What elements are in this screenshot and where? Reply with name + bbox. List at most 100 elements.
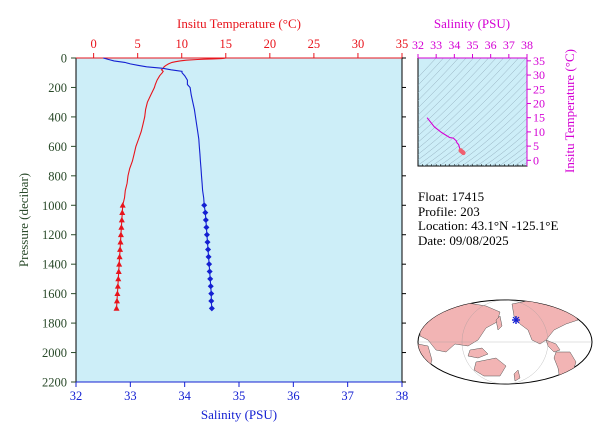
salinity-marker — [207, 283, 214, 290]
salinity-marker — [204, 239, 211, 246]
ts-temperature-tick-label: 15 — [533, 111, 545, 125]
ts-temperature-tick-label: 5 — [533, 139, 539, 153]
density-contour — [418, 58, 512, 149]
pressure-tick-label: 800 — [48, 169, 67, 183]
salinity-marker — [208, 298, 215, 304]
pressure-axis-title: Pressure (decibar) — [16, 173, 31, 267]
density-contour — [418, 58, 482, 123]
float-info-block: Float: 17415 Profile: 203 Location: 43.1… — [418, 189, 559, 248]
density-contour — [498, 144, 527, 166]
pressure-tick-label: 2200 — [42, 376, 67, 390]
temperature-tick-label: 5 — [135, 37, 141, 51]
density-contour — [583, 28, 595, 170]
ts-temperature-tick-label: 25 — [533, 82, 545, 96]
japan — [495, 315, 503, 331]
density-contour — [418, 58, 497, 136]
temperature-marker — [113, 305, 120, 311]
australia — [473, 357, 507, 377]
ts-salinity-tick-label: 37 — [503, 38, 515, 52]
profile-row: Profile: 203 — [418, 203, 558, 220]
salinity-marker — [205, 253, 212, 260]
pressure-tick-label: 1000 — [42, 199, 67, 213]
temperature-tick-label: 10 — [175, 37, 188, 51]
float-location-marker — [512, 316, 520, 324]
ts-temperature-tick-label: 30 — [533, 68, 545, 82]
temperature-marker — [114, 283, 121, 289]
pressure-tick-label: 1400 — [42, 258, 67, 272]
temperature-axis: 0 5 10 15 20 25 30 35 — [76, 37, 408, 59]
density-contour — [418, 64, 527, 166]
salinity-tick-label: 35 — [233, 389, 246, 403]
pressure-tick-label: 400 — [48, 110, 67, 124]
location-value: 43.1°N -125.1°E — [471, 218, 559, 233]
map-graticule — [418, 300, 592, 384]
ts-plot-area — [417, 57, 528, 167]
temperature-marker — [118, 224, 125, 230]
ts-marker — [461, 150, 466, 156]
ts-salinity-tick-label: 34 — [448, 38, 460, 52]
salinity-marker — [202, 217, 209, 223]
date-value: 09/08/2025 — [449, 232, 509, 248]
density-contour — [438, 88, 527, 166]
salinity-axis-title: Salinity (PSU) — [201, 407, 277, 422]
density-contour — [513, 156, 527, 166]
density-contour — [476, 125, 527, 166]
salinity-marker — [207, 275, 214, 282]
salinity-marker — [205, 246, 212, 253]
greenland — [565, 300, 585, 313]
profile-plot-area — [75, 57, 403, 383]
ts-temperature-tick-label: 10 — [533, 125, 545, 139]
temperature-tick-label: 25 — [308, 37, 321, 51]
density-contour — [453, 103, 527, 166]
temperature-tick-label: 30 — [352, 37, 365, 51]
density-contour — [431, 80, 527, 166]
temperature-markers — [113, 202, 126, 311]
salinity-marker — [206, 268, 213, 275]
ts-temperature-tick-label: 35 — [533, 54, 545, 68]
temperature-marker — [116, 253, 123, 260]
density-contour — [418, 58, 489, 130]
pressure-tick-label: 200 — [48, 81, 67, 95]
temperature-marker — [119, 202, 126, 208]
density-contour — [418, 58, 519, 155]
ts-salinity-tick-label: 38 — [521, 38, 533, 52]
salinity-marker — [206, 261, 213, 268]
salinity-tick-label: 38 — [396, 389, 409, 403]
temperature-marker — [116, 260, 123, 267]
ts-salinity-title: Salinity (PSU) — [434, 16, 510, 31]
salinity-axis: 32 33 34 35 36 37 38 — [70, 381, 409, 403]
pressure-tick-label: 600 — [48, 140, 67, 154]
density-contour — [491, 138, 527, 166]
salinity-marker — [208, 290, 215, 297]
location-label: Location: — [418, 218, 468, 233]
density-contour — [468, 118, 527, 166]
density-contours — [418, 28, 595, 170]
temperature-marker — [117, 231, 124, 238]
temperature-axis-title: Insitu Temperature (°C) — [177, 16, 301, 31]
ts-salinity-tick-label: 35 — [467, 38, 479, 52]
ts-salinity-tick-label: 33 — [430, 38, 442, 52]
pressure-tick-label: 1600 — [42, 287, 67, 301]
salinity-markers — [201, 202, 215, 312]
density-contour — [483, 131, 527, 166]
float-label: Float: — [418, 189, 449, 204]
density-contour — [418, 58, 527, 161]
temperature-tick-label: 15 — [220, 37, 233, 51]
pressure-tick-label: 1800 — [42, 317, 67, 331]
density-contour — [506, 150, 527, 166]
salinity-marker — [203, 231, 210, 238]
salinity-marker — [202, 209, 209, 216]
temperature-marker — [118, 216, 125, 223]
density-contour — [461, 110, 527, 166]
profile-label: Profile: — [418, 203, 457, 219]
southeast-asia — [467, 347, 489, 359]
salinity-marker — [201, 202, 208, 209]
ts-salinity-tick-label: 36 — [485, 38, 497, 52]
salinity-tick-label: 36 — [287, 389, 300, 403]
salinity-marker — [208, 305, 215, 312]
central-america — [545, 339, 561, 353]
temperature-tick-label: 0 — [90, 37, 96, 51]
salinity-tick-label: 37 — [341, 389, 354, 403]
